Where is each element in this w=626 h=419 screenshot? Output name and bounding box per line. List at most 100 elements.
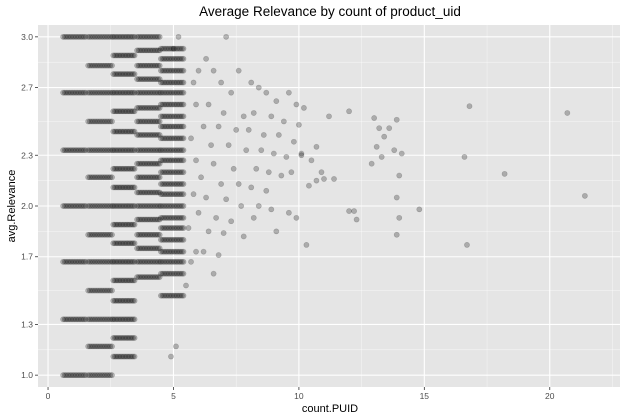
data-point [90,258,97,265]
data-point [238,203,245,209]
data-point [178,55,185,62]
data-point [178,101,185,108]
data-point [190,191,197,198]
data-point [69,258,76,265]
data-point [178,270,185,277]
data-point [125,89,132,96]
data-point [156,274,163,280]
data-point [162,113,169,120]
data-point [148,174,155,181]
data-point [109,147,115,154]
data-point [113,71,120,77]
data-point [97,258,103,265]
data-point [63,316,70,323]
data-point [98,147,105,154]
data-point [128,221,135,228]
data-point [100,62,107,69]
data-point [178,225,185,231]
data-point [135,62,142,69]
data-point [134,47,140,54]
data-point [119,147,126,154]
data-point [79,316,86,323]
data-point [110,353,117,360]
data-point [180,79,187,86]
data-point [153,160,160,167]
data-point [97,316,103,323]
data-point [116,316,123,323]
data-point [143,174,150,181]
data-point [147,118,153,125]
data-point [161,214,168,221]
data-point [150,189,157,196]
data-point [125,33,132,40]
data-point [109,33,115,40]
data-point [79,203,86,209]
data-point [127,147,133,154]
data-point [127,165,133,172]
data-point [158,292,164,299]
data-point [134,216,140,223]
data-point [90,316,97,323]
data-point [111,108,118,115]
data-point [92,203,98,209]
data-point [130,128,136,135]
data-point [210,270,217,277]
data-point [155,89,161,96]
data-point [255,84,262,91]
data-point [148,47,155,54]
data-point [117,316,124,323]
data-point [147,203,153,209]
data-point [180,236,187,243]
data-point [114,184,121,191]
data-point [298,150,305,157]
data-point [143,33,150,40]
data-point [174,236,180,243]
data-point [155,258,161,265]
data-point [90,372,97,379]
data-point [79,372,86,379]
data-point [143,160,150,167]
data-point [135,132,142,138]
data-point [140,258,147,265]
data-point [151,33,158,40]
data-point [174,258,180,265]
data-point [167,169,174,176]
data-point [82,147,89,154]
data-point [170,45,177,52]
data-point [71,316,78,323]
data-point [170,113,177,120]
data-point [180,101,187,108]
data-point [98,372,105,379]
data-point [100,89,107,96]
data-point [175,79,182,86]
data-point [77,147,84,154]
data-point [164,169,171,176]
data-point [81,33,87,40]
data-point [71,147,78,154]
data-point [100,231,107,238]
data-point [178,181,185,187]
data-point [161,191,168,198]
data-point [166,258,172,265]
data-point [159,181,166,187]
data-point [114,165,121,172]
data-point [147,231,153,238]
data-point [142,216,149,223]
data-point [158,258,164,265]
grid-minor [38,25,620,387]
data-point [137,147,144,154]
data-point [140,174,147,181]
data-point [150,203,157,209]
data-point [156,47,163,54]
data-point [92,287,98,294]
data-point [158,225,164,231]
data-point [127,71,133,77]
data-point [172,248,179,255]
data-point [158,135,164,142]
data-point [110,52,117,59]
data-point [105,89,112,96]
data-point [169,135,176,142]
data-point [148,160,155,167]
data-point [125,258,132,265]
data-point [161,181,168,187]
